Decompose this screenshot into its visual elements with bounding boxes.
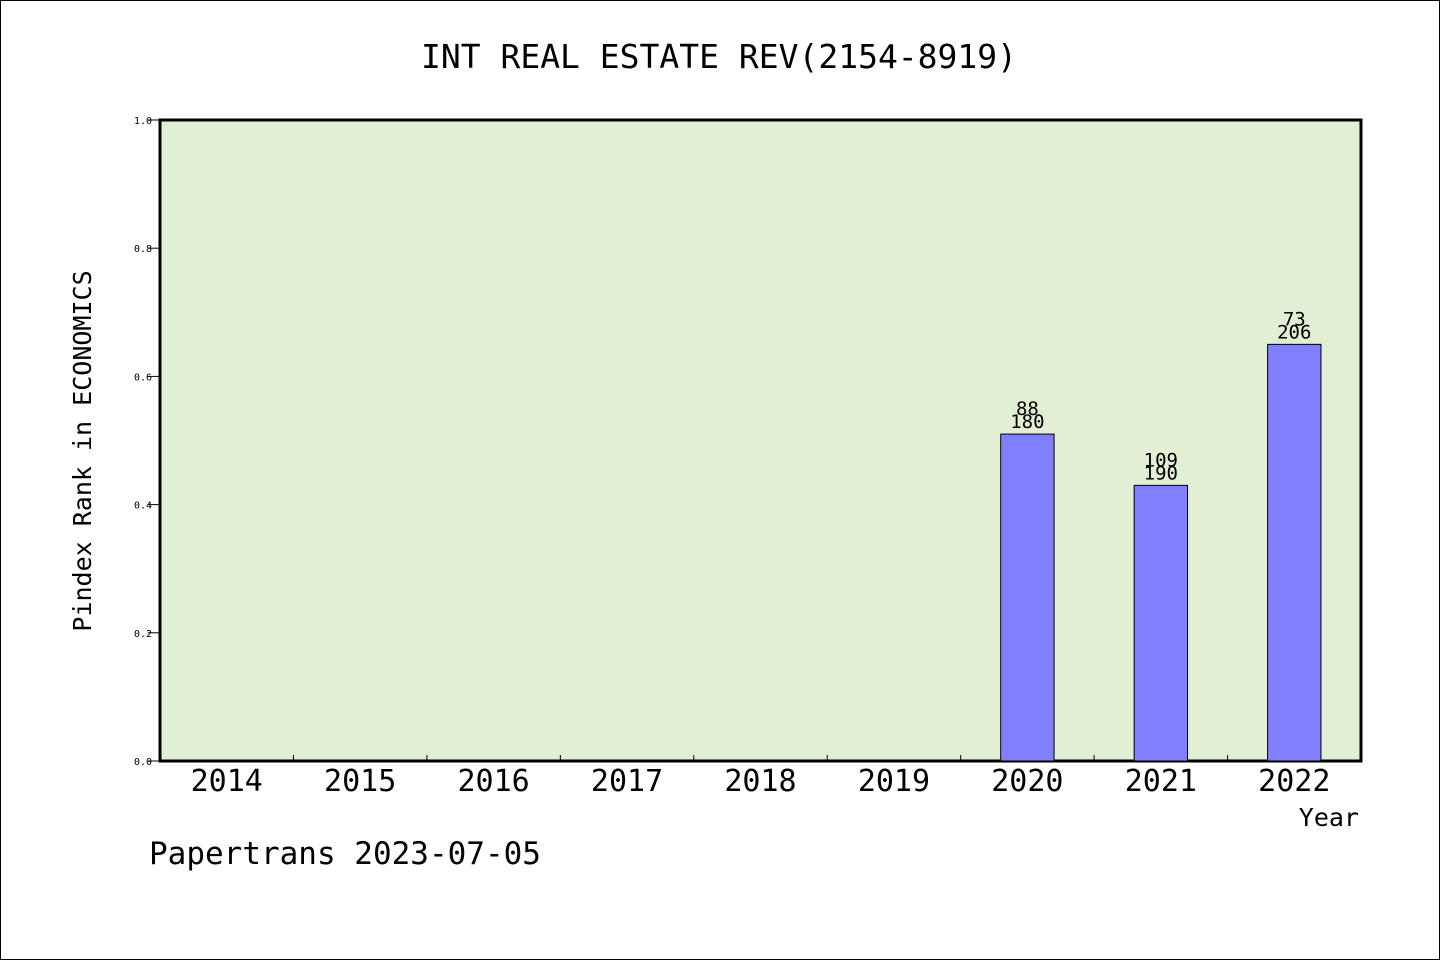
y-tick-label: 0.8 bbox=[134, 244, 152, 255]
bar-label-bottom: 190 bbox=[1144, 462, 1178, 484]
chart-title: INT REAL ESTATE REV(2154-8919) bbox=[421, 37, 1017, 76]
x-axis-label: Year bbox=[1299, 803, 1359, 832]
x-tick-label: 2015 bbox=[324, 764, 396, 799]
x-tick-label: 2022 bbox=[1258, 764, 1330, 799]
bar-label-top: 109 bbox=[1144, 449, 1178, 471]
x-tick-label: 2014 bbox=[191, 764, 263, 799]
bars bbox=[1000, 343, 1322, 762]
x-axis: 2014 2015 2016 2017 2018 2019 2020 2021 2022 bbox=[191, 755, 1330, 799]
x-tick-label: 2018 bbox=[724, 764, 796, 799]
bar-label-bottom: 206 bbox=[1277, 321, 1311, 343]
footer-credit: Papertrans 2023-07-05 bbox=[149, 836, 541, 872]
bar-2021 bbox=[1133, 484, 1189, 762]
bar-label-top: 88 bbox=[1016, 398, 1039, 420]
x-tick-label: 2019 bbox=[858, 764, 930, 799]
y-tick-label: 0.6 bbox=[134, 372, 152, 383]
y-tick-label: 0.4 bbox=[134, 501, 152, 512]
y-tick-label: 1.0 bbox=[134, 116, 152, 127]
y-tick-label: 0.2 bbox=[134, 629, 152, 640]
y-axis-label: Pindex Rank in ECONOMICS bbox=[68, 270, 97, 631]
x-tick-label: 2021 bbox=[1125, 764, 1197, 799]
y-axis: 0.0 0.2 0.4 0.6 0.8 1.0 bbox=[134, 116, 160, 768]
bar-label-bottom: 180 bbox=[1010, 411, 1044, 433]
x-tick-label: 2016 bbox=[457, 764, 529, 799]
x-tick-label: 2017 bbox=[591, 764, 663, 799]
y-tick-label: 0.0 bbox=[134, 757, 152, 768]
x-tick-label: 2020 bbox=[991, 764, 1063, 799]
bar-label-top: 73 bbox=[1283, 308, 1306, 330]
bar-2022 bbox=[1267, 343, 1322, 762]
bar-2020 bbox=[1000, 433, 1055, 762]
